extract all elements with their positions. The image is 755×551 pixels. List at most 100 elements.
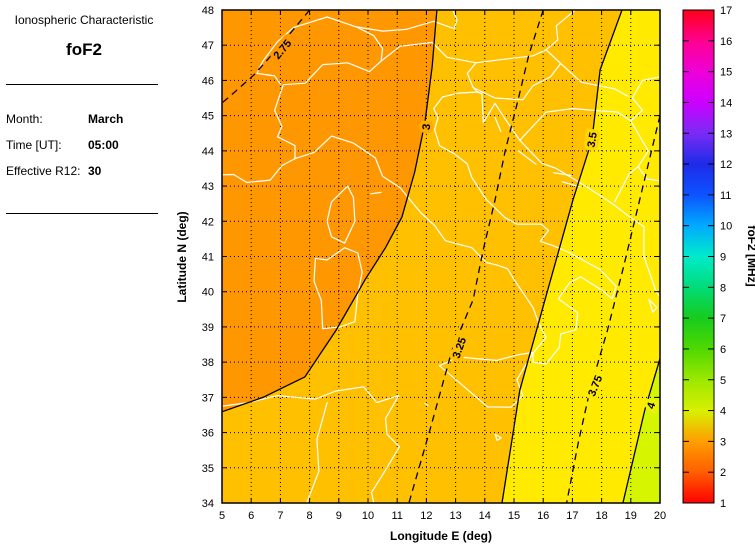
effective-r12-value: 30 <box>88 164 102 178</box>
y-tick-label: 48 <box>202 5 214 17</box>
border-pantelleria <box>424 402 429 407</box>
border-italy <box>274 41 617 365</box>
colorbar-label: foF2 [MHz] <box>745 225 755 286</box>
region-fof2-3.5-4.0 <box>502 10 660 503</box>
x-tick-label: 20 <box>654 510 666 522</box>
colorbar-tick-label: 12 <box>720 159 732 171</box>
y-tick-label: 45 <box>202 111 214 123</box>
x-tick-label: 18 <box>595 510 607 522</box>
axes: 5 6 7 8 9 10 11 12 13 14 15 16 17 18 19 20 34 35 36 37 38 39 4… <box>175 5 666 543</box>
parameter-fields: Month: March Time [UT]: 05:00 Effective … <box>0 112 195 190</box>
y-tick-label: 46 <box>202 75 214 87</box>
colorbar-tick-label: 13 <box>720 128 732 140</box>
y-tick-label: 40 <box>202 287 214 299</box>
border-adriatic-coast <box>476 91 660 298</box>
colorbar-tick-label: 8 <box>720 282 726 294</box>
x-tick-label: 14 <box>479 510 491 522</box>
x-tick-label: 5 <box>219 510 225 522</box>
colorbar-tick-label: 7 <box>720 313 726 325</box>
x-tick-label: 13 <box>449 510 461 522</box>
contour-3.25 <box>408 10 544 503</box>
y-tick-label: 43 <box>202 181 214 193</box>
info-panel: Ionospheric Characteristic foF2 Month: M… <box>0 0 195 551</box>
border-sardinia <box>313 247 363 330</box>
contour-label-3: 3 <box>421 123 434 130</box>
field-month: Month: March <box>0 112 195 138</box>
time-ut-label: Time [UT]: <box>6 138 62 152</box>
border-hungary-austria <box>545 10 576 51</box>
contour-3 <box>222 10 438 413</box>
colorbar-tick-label: 5 <box>720 375 726 387</box>
y-axis-label: Latitude N (deg) <box>175 211 189 302</box>
panel-title: Ionospheric Characteristic <box>14 13 154 27</box>
border-island-dugi <box>517 150 537 165</box>
x-tick-label: 19 <box>625 510 637 522</box>
colorbar-tick-label: 10 <box>720 221 732 233</box>
colorbar-tick-label: 14 <box>720 97 732 109</box>
y-tick-label: 39 <box>202 322 214 334</box>
x-tick-label: 16 <box>537 510 549 522</box>
colorbar-tick-label: 15 <box>720 67 732 79</box>
border-corsica <box>326 185 356 244</box>
border-slovenia-austria <box>475 49 562 65</box>
x-axis-label: Longitude E (deg) <box>390 529 492 543</box>
border-africa-coast <box>222 386 401 503</box>
border-serbia-borders <box>630 76 660 182</box>
divider-bottom <box>6 213 158 214</box>
border-tunisia-algeria-border <box>306 402 328 503</box>
field-effective-r12: Effective R12: 30 <box>0 164 195 190</box>
x-tick-label: 15 <box>508 510 520 522</box>
x-tick-label: 8 <box>307 510 313 522</box>
y-tick-label: 35 <box>202 463 214 475</box>
x-tick-label: 11 <box>391 510 402 522</box>
time-ut-value: 05:00 <box>88 138 119 152</box>
border-sicily <box>438 352 534 408</box>
x-tick-label: 10 <box>362 510 374 522</box>
contour-4 <box>622 358 660 503</box>
contour-3.5 <box>501 10 623 503</box>
colorbar-tick-label: 4 <box>720 406 726 418</box>
y-tick-label: 37 <box>202 392 214 404</box>
y-tick-label: 34 <box>202 498 214 510</box>
field-time-ut: Time [UT]: 05:00 <box>0 138 195 164</box>
border-slovenia-croatia <box>472 62 562 101</box>
colorbar-tick-label: 2 <box>720 467 726 479</box>
colorbar-tick-label: 3 <box>720 436 726 448</box>
month-value: March <box>88 112 124 126</box>
y-tick-label: 44 <box>202 146 214 158</box>
colorbar-tick-label: 9 <box>720 252 726 264</box>
colorbar-tick-label: 1 <box>720 498 726 510</box>
x-tick-label: 17 <box>566 510 578 522</box>
border-bosnia-montenegro <box>614 166 639 203</box>
border-corfu <box>648 298 658 313</box>
border-bosnia-north <box>519 108 632 141</box>
border-malta <box>494 433 502 441</box>
border-france-coast <box>222 158 296 184</box>
border-island-cres <box>494 116 502 133</box>
contour-lines <box>222 10 660 503</box>
colorbar-tick-label: 17 <box>720 5 732 17</box>
border-island-hvar <box>552 172 572 177</box>
x-tick-label: 12 <box>420 510 432 522</box>
x-tick-label: 7 <box>277 510 283 522</box>
x-tick-label: 9 <box>336 510 342 522</box>
month-label: Month: <box>6 112 43 126</box>
colorbar-tick-label: 11 <box>720 190 731 202</box>
characteristic-name: foF2 <box>66 40 102 59</box>
effective-r12-label: Effective R12: <box>6 164 81 178</box>
border-elba <box>370 191 382 195</box>
border-austria-germany <box>355 10 458 32</box>
x-tick-label: 6 <box>248 510 254 522</box>
y-tick-label: 41 <box>202 252 214 264</box>
region-fof2-gt-4.0 <box>622 358 660 503</box>
y-tick-label: 38 <box>202 357 214 369</box>
colorbar-tick-label: 16 <box>720 36 732 48</box>
y-tick-label: 47 <box>202 40 214 52</box>
divider-top <box>6 84 158 85</box>
contour-2.75 <box>222 10 311 104</box>
y-tick-label: 42 <box>202 216 214 228</box>
